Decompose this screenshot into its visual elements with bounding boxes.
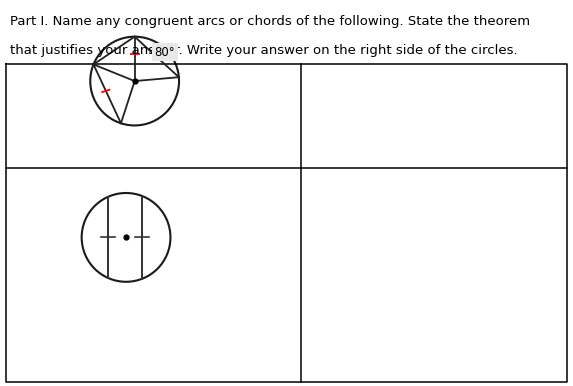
- Text: Part I. Name any congruent arcs or chords of the following. State the theorem: Part I. Name any congruent arcs or chord…: [10, 15, 531, 29]
- Text: 80°: 80°: [155, 46, 175, 59]
- Text: that justifies your answer. Write your answer on the right side of the circles.: that justifies your answer. Write your a…: [10, 44, 518, 58]
